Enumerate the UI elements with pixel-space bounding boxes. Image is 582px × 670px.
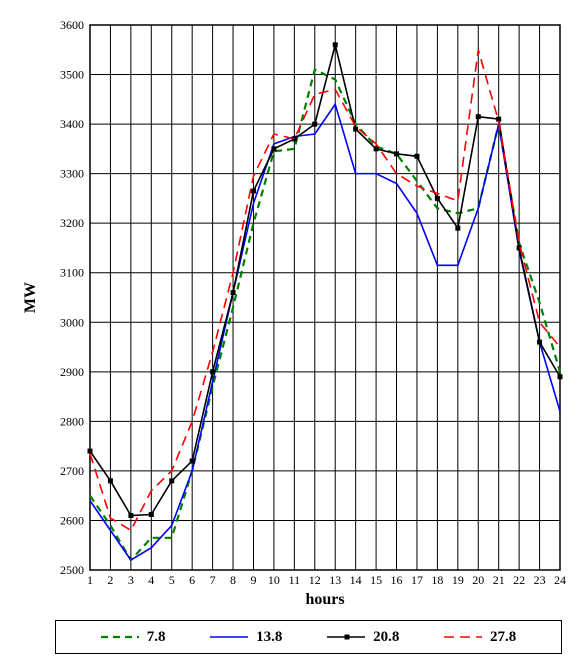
- legend-item-7.8: 7.8: [101, 629, 166, 646]
- svg-text:18: 18: [431, 573, 443, 587]
- svg-text:5: 5: [169, 573, 175, 587]
- svg-text:17: 17: [411, 573, 423, 587]
- svg-text:1: 1: [87, 573, 93, 587]
- svg-text:6: 6: [189, 573, 195, 587]
- svg-text:3600: 3600: [60, 18, 84, 32]
- svg-text:3: 3: [128, 573, 134, 587]
- svg-text:3300: 3300: [60, 167, 84, 181]
- svg-text:10: 10: [268, 573, 280, 587]
- legend-label: 7.8: [147, 629, 166, 646]
- svg-text:19: 19: [452, 573, 464, 587]
- svg-text:4: 4: [148, 573, 154, 587]
- svg-text:16: 16: [391, 573, 403, 587]
- svg-text:3100: 3100: [60, 266, 84, 280]
- svg-text:12: 12: [309, 573, 321, 587]
- legend: 7.8 13.8 20.8 27.8: [55, 620, 562, 654]
- svg-text:24: 24: [554, 573, 566, 587]
- svg-text:14: 14: [350, 573, 362, 587]
- svg-text:21: 21: [493, 573, 505, 587]
- series-27.8: [90, 50, 560, 531]
- legend-item-20.8: 20.8: [327, 629, 399, 646]
- svg-text:2700: 2700: [60, 464, 84, 478]
- svg-text:2600: 2600: [60, 513, 84, 527]
- legend-item-13.8: 13.8: [210, 629, 282, 646]
- svg-text:7: 7: [210, 573, 216, 587]
- svg-text:2800: 2800: [60, 414, 84, 428]
- svg-text:3200: 3200: [60, 216, 84, 230]
- svg-text:9: 9: [250, 573, 256, 587]
- y-axis-title: MW: [22, 282, 39, 313]
- svg-text:3500: 3500: [60, 68, 84, 82]
- legend-label: 27.8: [490, 629, 516, 646]
- svg-text:8: 8: [230, 573, 236, 587]
- svg-text:2900: 2900: [60, 365, 84, 379]
- x-axis-title: hours: [305, 591, 344, 608]
- series-7.8: [90, 70, 560, 560]
- legend-label: 13.8: [256, 629, 282, 646]
- legend-label: 20.8: [373, 629, 399, 646]
- legend-item-27.8: 27.8: [444, 629, 516, 646]
- svg-text:3400: 3400: [60, 117, 84, 131]
- chart-container: 1234567891011121314151617181920212223242…: [10, 10, 582, 660]
- svg-text:2500: 2500: [60, 563, 84, 577]
- series-20.8: [90, 45, 560, 516]
- svg-text:2: 2: [107, 573, 113, 587]
- svg-text:20: 20: [472, 573, 484, 587]
- series-13.8: [90, 104, 560, 560]
- svg-text:22: 22: [513, 573, 525, 587]
- svg-text:15: 15: [370, 573, 382, 587]
- svg-text:11: 11: [289, 573, 301, 587]
- svg-text:23: 23: [534, 573, 546, 587]
- line-chart: 1234567891011121314151617181920212223242…: [10, 10, 582, 660]
- svg-text:3000: 3000: [60, 315, 84, 329]
- svg-text:13: 13: [329, 573, 341, 587]
